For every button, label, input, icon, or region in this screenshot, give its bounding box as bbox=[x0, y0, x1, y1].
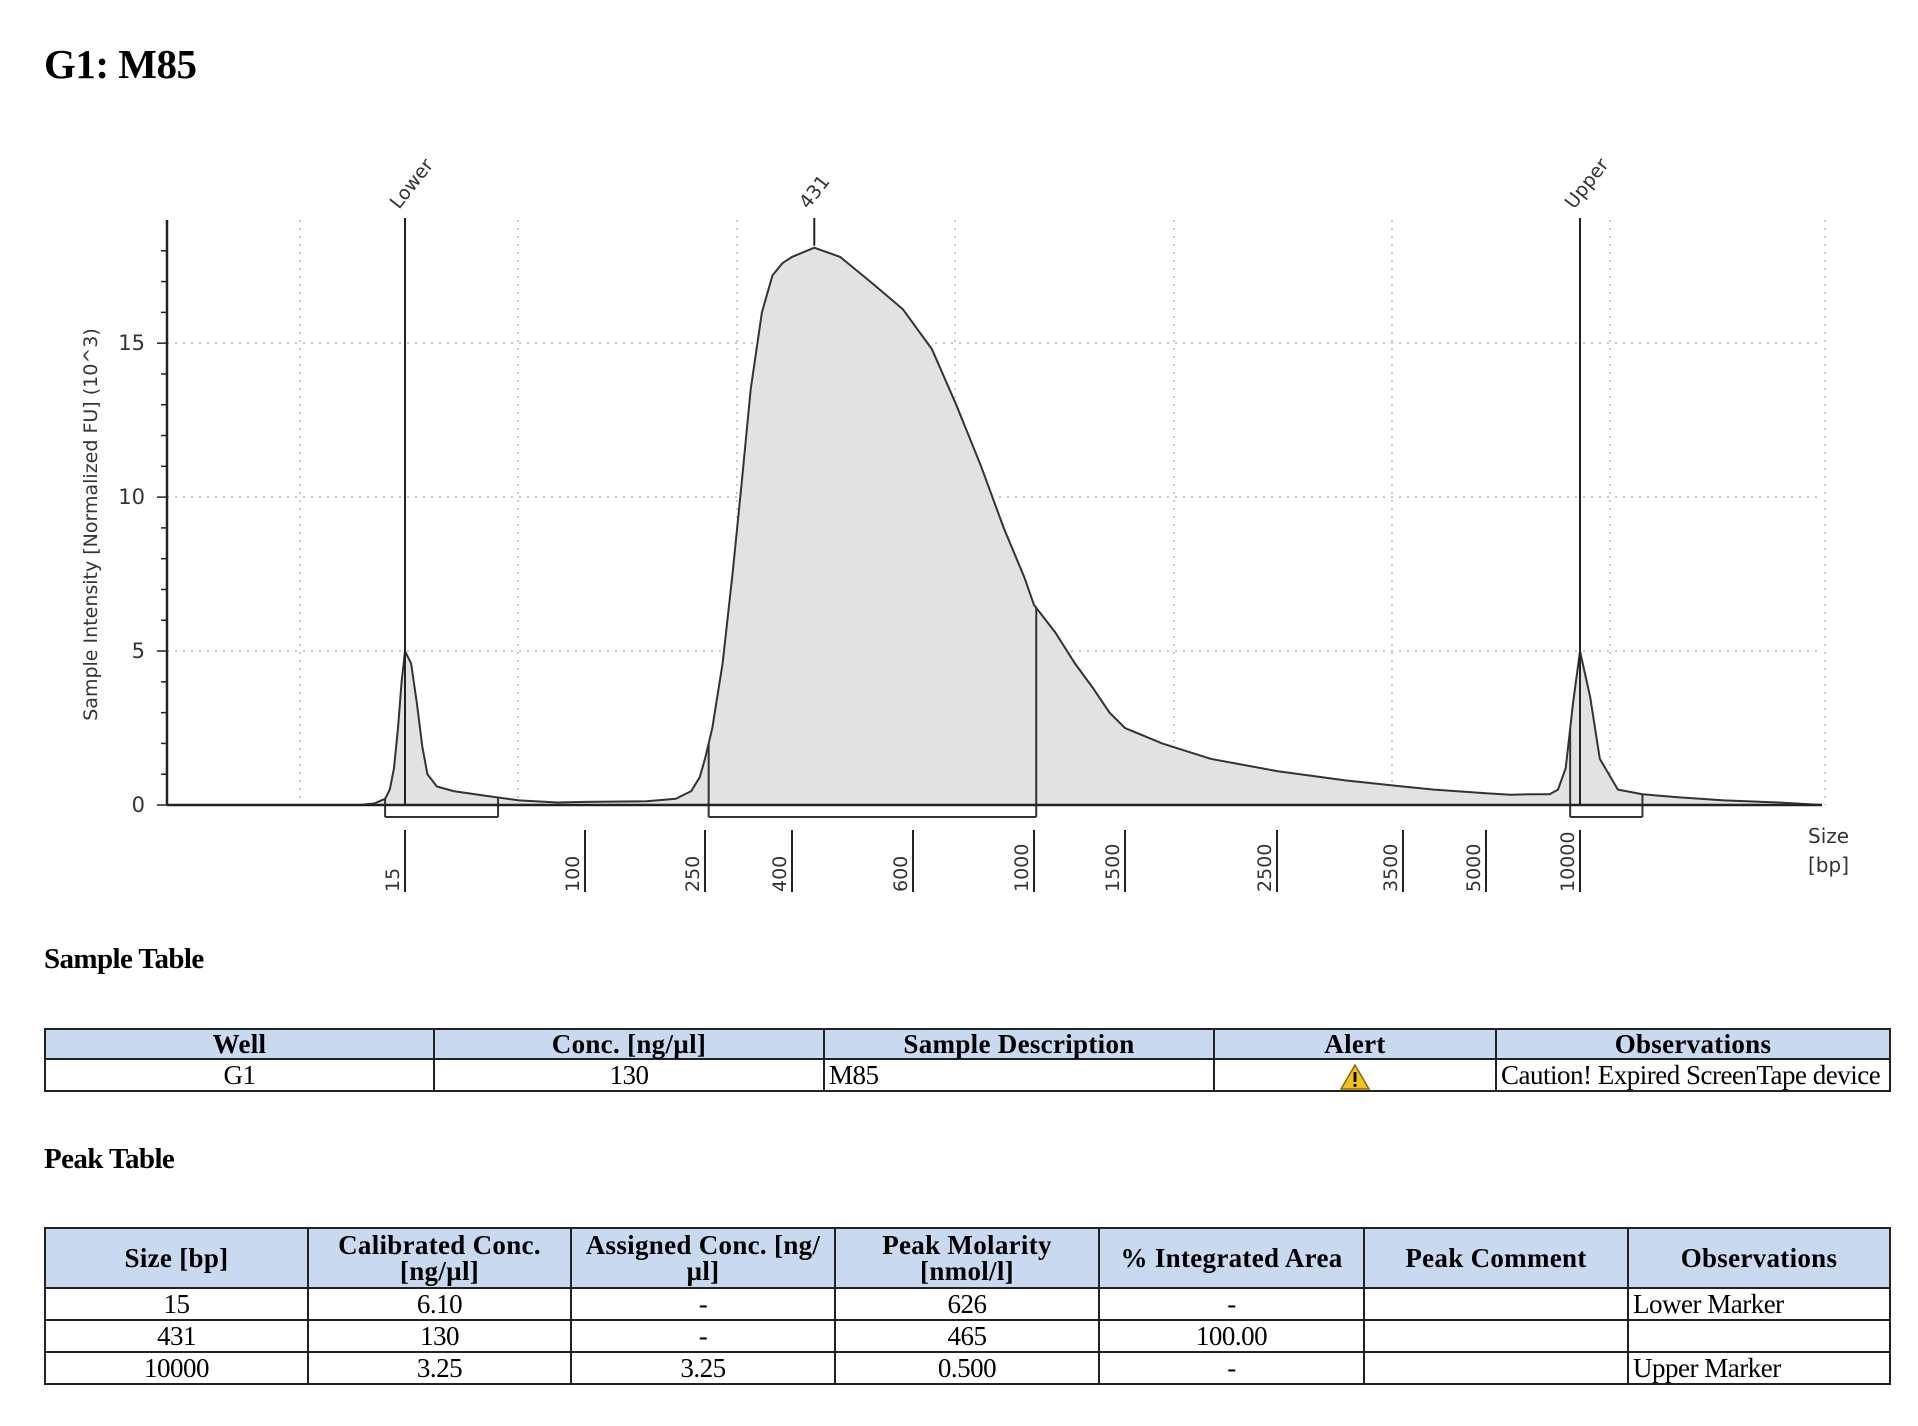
peak-cell: - bbox=[570, 1287, 836, 1321]
peak-table-title: Peak Table bbox=[44, 1143, 175, 1175]
sample-header-alert: Alert bbox=[1213, 1028, 1497, 1060]
table-row: G1 130 M85 Caution! Expired ScreenTape d… bbox=[44, 1058, 1891, 1092]
peak-cell: 6.10 bbox=[307, 1287, 572, 1321]
peak-label: Upper bbox=[1561, 154, 1614, 213]
peak-cell: 100.00 bbox=[1098, 1319, 1365, 1353]
x-tick-label: 600 bbox=[890, 856, 912, 892]
x-tick-label: 100 bbox=[562, 856, 584, 892]
table-row: 15 6.10-626- Lower Marker bbox=[44, 1287, 1891, 1321]
sample-header-observations: Observations bbox=[1495, 1028, 1891, 1060]
sample-table-header-row: Well Conc. [ng/µl] Sample Description Al… bbox=[44, 1028, 1891, 1060]
peak-cell: 431 bbox=[44, 1319, 309, 1353]
warning-icon bbox=[1340, 1063, 1370, 1090]
chart-grid bbox=[167, 220, 1826, 805]
peak-header-3: Peak Molarity [nmol/l] bbox=[834, 1227, 1100, 1289]
peak-cell: 465 bbox=[834, 1319, 1100, 1353]
x-tick-label: 1000 bbox=[1011, 844, 1033, 892]
peak-cell: 3.25 bbox=[570, 1351, 836, 1385]
x-tick-label: 2500 bbox=[1254, 844, 1276, 892]
chart-axes: 0 5 10 15 Sample Intensity [Normalized FU] (… bbox=[80, 220, 1849, 877]
peak-cell: 130 bbox=[307, 1319, 572, 1353]
x-axis-label-line2: [bp] bbox=[1808, 853, 1849, 877]
peak-cell: - bbox=[1098, 1351, 1365, 1385]
peak-cell: 10000 bbox=[44, 1351, 309, 1385]
peak-header-2: Assigned Conc. [ng/µl] bbox=[570, 1227, 836, 1289]
peak-cell: 0.500 bbox=[834, 1351, 1100, 1385]
peak-table: Size [bp] Calibrated Conc. [ng/µl] Assigne… bbox=[44, 1227, 1891, 1385]
peak-cell: 15 bbox=[44, 1287, 309, 1321]
x-tick-label: 5000 bbox=[1463, 844, 1485, 892]
peak-cell bbox=[1363, 1351, 1629, 1385]
sample-table: Well Conc. [ng/µl] Sample Description Al… bbox=[44, 1028, 1891, 1092]
peak-cell: - bbox=[1098, 1287, 1365, 1321]
peak-label: Lower bbox=[386, 155, 438, 214]
x-tick-label: 10000 bbox=[1557, 832, 1579, 892]
x-axis-label-line1: Size bbox=[1808, 824, 1849, 848]
sample-description: M85 bbox=[823, 1058, 1215, 1092]
peak-header-1: Calibrated Conc. [ng/µl] bbox=[307, 1227, 572, 1289]
page-title: G1: M85 bbox=[44, 41, 197, 87]
sample-header-well: Well bbox=[44, 1028, 435, 1060]
sample-header-conc: Conc. [ng/µl] bbox=[433, 1028, 825, 1060]
peak-cell bbox=[1363, 1287, 1629, 1321]
table-row: 10000 3.25 3.25 0.500- Upper Marker bbox=[44, 1351, 1891, 1385]
trace-line bbox=[167, 246, 1823, 806]
sample-header-description: Sample Description bbox=[823, 1028, 1215, 1060]
x-tick-label: 15 bbox=[382, 868, 404, 892]
x-tick-label: 250 bbox=[682, 856, 704, 892]
peak-cell: - bbox=[570, 1319, 836, 1353]
y-tick-label: 5 bbox=[132, 639, 145, 663]
peak-cell: 3.25 bbox=[307, 1351, 572, 1385]
y-tick-label: 10 bbox=[118, 485, 145, 509]
x-tick-label: 1500 bbox=[1102, 844, 1124, 892]
x-tick-label: 3500 bbox=[1380, 844, 1402, 892]
table-row: 431 130-465 100.00 bbox=[44, 1319, 1891, 1353]
sample-observations: Caution! Expired ScreenTape device bbox=[1495, 1058, 1891, 1092]
sample-well: G1 bbox=[44, 1058, 435, 1092]
sample-conc: 130 bbox=[433, 1058, 825, 1092]
peak-header-6: Observations bbox=[1627, 1227, 1891, 1289]
x-tick-label: 400 bbox=[769, 856, 791, 892]
trace-area bbox=[360, 247, 1822, 805]
y-tick-label: 15 bbox=[118, 331, 145, 355]
peak-header-5: Peak Comment bbox=[1363, 1227, 1629, 1289]
peak-cell: Lower Marker bbox=[1627, 1287, 1891, 1321]
peak-header-4: % Integrated Area bbox=[1098, 1227, 1365, 1289]
y-tick-label: 0 bbox=[132, 793, 145, 817]
peak-header-0: Size [bp] bbox=[44, 1227, 309, 1289]
sample-alert bbox=[1213, 1058, 1497, 1092]
peak-cell: Upper Marker bbox=[1627, 1351, 1891, 1385]
peak-label: 431 bbox=[795, 171, 835, 213]
electropherogram-chart: 0 5 10 15 Sample Intensity [Normalized FU] (… bbox=[80, 154, 1849, 892]
peak-cell: 626 bbox=[834, 1287, 1100, 1321]
peak-cell bbox=[1363, 1319, 1629, 1353]
sample-table-title: Sample Table bbox=[44, 943, 204, 975]
peak-cell bbox=[1627, 1319, 1891, 1353]
y-axis-label: Sample Intensity [Normalized FU] (10^3) bbox=[80, 328, 102, 721]
peak-table-header-row: Size [bp] Calibrated Conc. [ng/µl] Assigne… bbox=[44, 1227, 1891, 1289]
